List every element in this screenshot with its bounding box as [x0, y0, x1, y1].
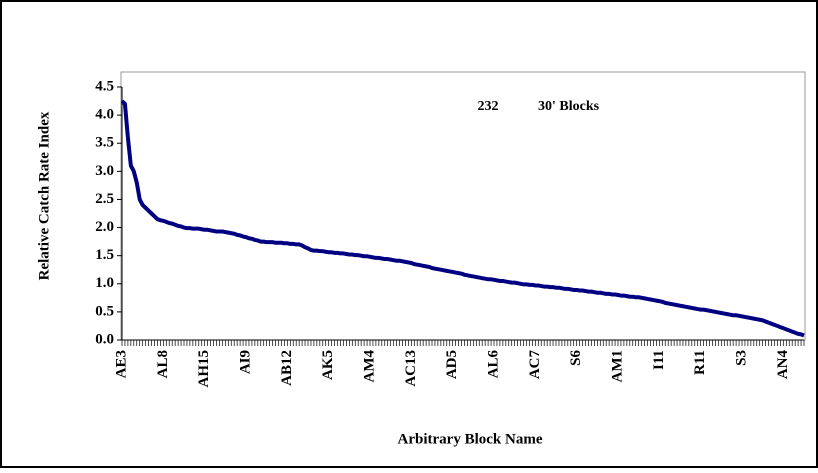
- data-line: [120, 99, 805, 338]
- y-tick-label: 4.0: [95, 107, 114, 123]
- y-tick-label: 4.5: [95, 78, 114, 94]
- x-tick-label: AH15: [196, 350, 212, 388]
- x-tick-label: AI9: [237, 350, 253, 374]
- x-tick-label: AL8: [155, 350, 171, 378]
- x-tick-label: R11: [692, 350, 708, 375]
- x-tick-label: S3: [733, 350, 749, 366]
- y-axis-label: Relative Catch Rate Index: [36, 111, 52, 280]
- annotation: 30' Blocks: [538, 99, 600, 114]
- x-tick-label: AE3: [113, 350, 129, 378]
- x-tick-label: AM1: [609, 350, 625, 383]
- y-tick-label: 3.0: [95, 163, 114, 179]
- x-tick-label: I11: [651, 350, 667, 370]
- y-tick-label: 0.5: [95, 303, 114, 319]
- y-tick-label: 1.0: [95, 275, 114, 291]
- x-tick-label: S6: [568, 350, 584, 366]
- x-tick-label: AN4: [775, 350, 791, 380]
- x-tick-label: AM4: [361, 350, 377, 383]
- x-tick-label: AB12: [279, 350, 295, 386]
- x-tick-label: AK5: [320, 350, 336, 380]
- y-tick-label: 1.5: [95, 247, 114, 263]
- x-tick-label: AC13: [403, 350, 419, 387]
- x-tick-label: AL6: [485, 350, 501, 379]
- y-tick-label: 2.0: [95, 219, 114, 235]
- annotation: 232: [478, 99, 499, 114]
- x-axis-label: Arbitrary Block Name: [398, 431, 543, 447]
- y-tick-label: 3.5: [95, 135, 114, 151]
- x-tick-label: AC7: [527, 350, 543, 380]
- y-tick-label: 0.0: [95, 331, 114, 347]
- x-tick-label: AD5: [444, 350, 460, 379]
- y-tick-label: 2.5: [95, 191, 114, 207]
